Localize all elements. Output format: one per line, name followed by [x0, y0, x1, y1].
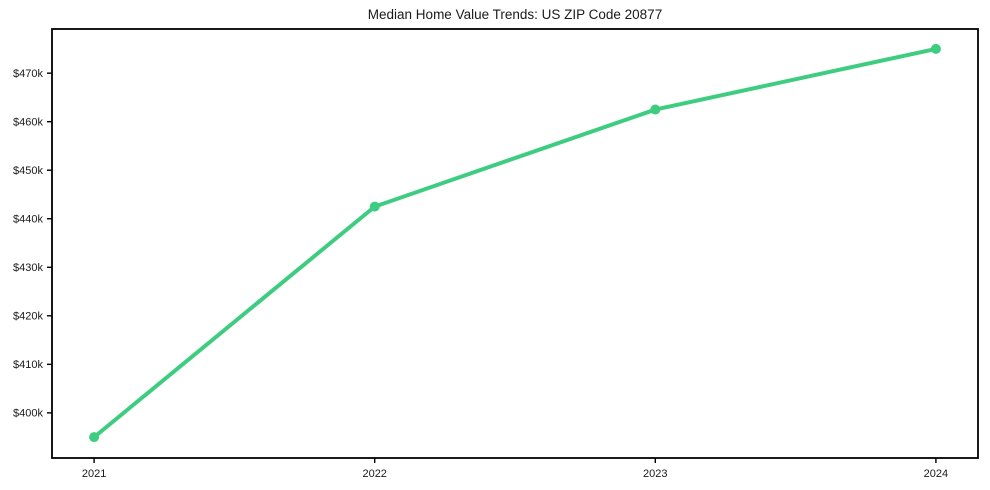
- y-tick-label: $460k: [13, 117, 43, 129]
- data-point-marker: [930, 43, 941, 54]
- y-tick-label: $430k: [13, 262, 43, 274]
- data-point-marker: [89, 432, 100, 443]
- y-tick-label: $400k: [13, 408, 43, 420]
- data-point-marker: [650, 104, 661, 115]
- y-tick-label: $440k: [13, 214, 43, 226]
- trend-line: [92, 46, 938, 440]
- y-tick-label: $420k: [13, 311, 43, 323]
- y-tick-label: $450k: [13, 165, 43, 177]
- y-tick-label: $470k: [13, 68, 43, 80]
- data-point-marker: [369, 201, 380, 212]
- plot-border: [51, 28, 979, 459]
- x-tick-label: 2024: [924, 468, 948, 480]
- y-tick-label: $410k: [13, 359, 43, 371]
- chart-title: Median Home Value Trends: US ZIP Code 20…: [367, 7, 663, 22]
- x-tick-label: 2021: [82, 468, 106, 480]
- x-tick-label: 2023: [643, 468, 667, 480]
- x-tick-label: 2022: [362, 468, 386, 480]
